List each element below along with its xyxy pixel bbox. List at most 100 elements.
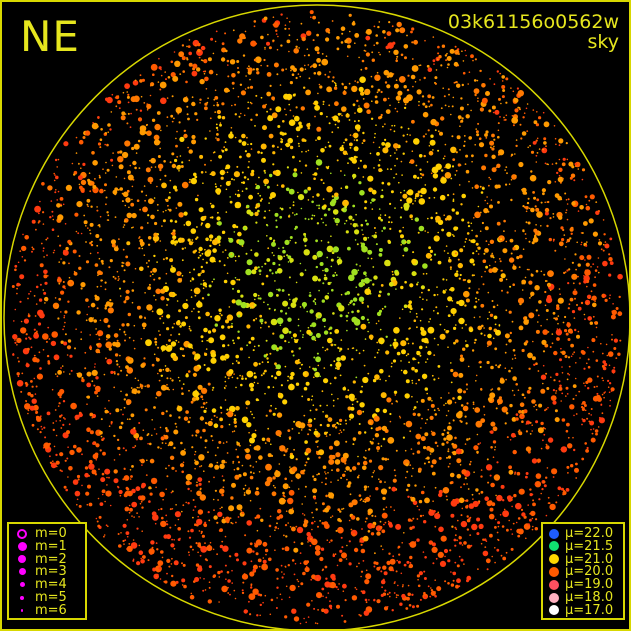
star-mark: [36, 373, 44, 380]
star-mark: [189, 481, 192, 485]
star-mark: [224, 376, 227, 378]
star-mark: [344, 419, 347, 422]
star-mark: [176, 165, 181, 170]
star-mark: [32, 248, 35, 251]
star-mark: [515, 144, 518, 148]
star-mark: [94, 178, 96, 180]
star-mark: [117, 279, 119, 282]
star-mark: [229, 196, 231, 198]
star-mark: [305, 461, 308, 464]
star-mark: [342, 590, 345, 592]
star-mark: [16, 372, 20, 376]
star-mark: [242, 54, 246, 57]
star-mark: [489, 178, 492, 180]
star-mark: [367, 249, 373, 255]
star-mark: [491, 502, 496, 507]
star-mark: [181, 247, 184, 250]
star-mark: [219, 544, 224, 549]
star-mark: [202, 406, 205, 409]
star-mark: [153, 134, 160, 141]
star-mark: [523, 409, 528, 414]
star-mark: [335, 529, 338, 532]
star-mark: [341, 32, 344, 35]
star-mark: [520, 137, 523, 140]
star-mark: [441, 432, 445, 436]
star-mark: [461, 507, 464, 510]
star-mark: [74, 347, 76, 350]
star-mark: [423, 462, 426, 465]
star-mark: [362, 131, 365, 135]
star-mark: [579, 255, 585, 261]
star-mark: [67, 476, 69, 478]
star-mark: [138, 247, 141, 250]
star-mark: [580, 241, 583, 244]
star-mark: [363, 277, 370, 284]
star-mark: [427, 461, 431, 464]
star-mark: [295, 281, 298, 284]
star-mark: [336, 223, 338, 226]
star-mark: [238, 239, 245, 246]
star-mark: [210, 315, 213, 318]
star-mark: [588, 412, 590, 415]
star-mark: [89, 334, 91, 336]
star-mark: [200, 283, 202, 285]
star-mark: [326, 404, 328, 407]
star-mark: [558, 241, 564, 247]
star-mark: [225, 49, 228, 53]
star-mark: [329, 200, 336, 207]
star-mark: [228, 133, 234, 139]
star-mark: [491, 167, 497, 173]
star-mark: [575, 413, 578, 415]
star-mark: [497, 365, 501, 369]
star-mark: [367, 486, 370, 488]
star-mark: [263, 16, 268, 21]
star-mark: [562, 157, 566, 161]
star-mark: [434, 76, 438, 80]
star-mark: [314, 115, 316, 118]
star-mark: [102, 168, 104, 170]
star-mark: [373, 275, 378, 280]
star-mark: [172, 388, 175, 391]
star-mark: [586, 303, 588, 305]
star-mark: [480, 490, 484, 494]
star-mark: [462, 405, 469, 412]
star-mark: [201, 269, 205, 274]
star-mark: [327, 241, 330, 244]
star-mark: [572, 282, 575, 285]
star-mark: [367, 508, 373, 514]
star-mark: [192, 351, 196, 355]
star-mark: [330, 265, 333, 268]
star-mark: [37, 309, 44, 317]
star-mark: [312, 39, 315, 42]
star-mark: [438, 456, 442, 460]
star-mark: [299, 272, 304, 277]
star-mark: [425, 133, 427, 135]
star-mark: [213, 104, 215, 107]
star-mark: [474, 184, 480, 189]
star-mark: [205, 237, 209, 242]
star-mark: [213, 423, 219, 429]
star-mark: [378, 309, 383, 313]
star-mark: [386, 560, 391, 566]
star-mark: [238, 139, 242, 143]
star-mark: [489, 146, 492, 149]
star-mark: [424, 184, 427, 186]
star-mark: [131, 488, 136, 494]
star-mark: [465, 54, 467, 57]
star-mark: [349, 30, 351, 33]
star-mark: [169, 370, 172, 372]
star-mark: [354, 229, 360, 235]
star-mark: [363, 164, 367, 169]
star-mark: [361, 142, 364, 145]
star-mark: [133, 516, 135, 518]
star-mark: [570, 343, 574, 348]
star-mark: [337, 479, 339, 482]
star-mark: [353, 155, 357, 159]
star-mark: [530, 273, 534, 277]
star-mark: [148, 259, 150, 262]
star-mark: [304, 440, 308, 444]
star-mark: [426, 358, 429, 360]
star-mark: [423, 76, 426, 80]
star-mark: [483, 252, 486, 255]
star-mark: [204, 163, 206, 166]
